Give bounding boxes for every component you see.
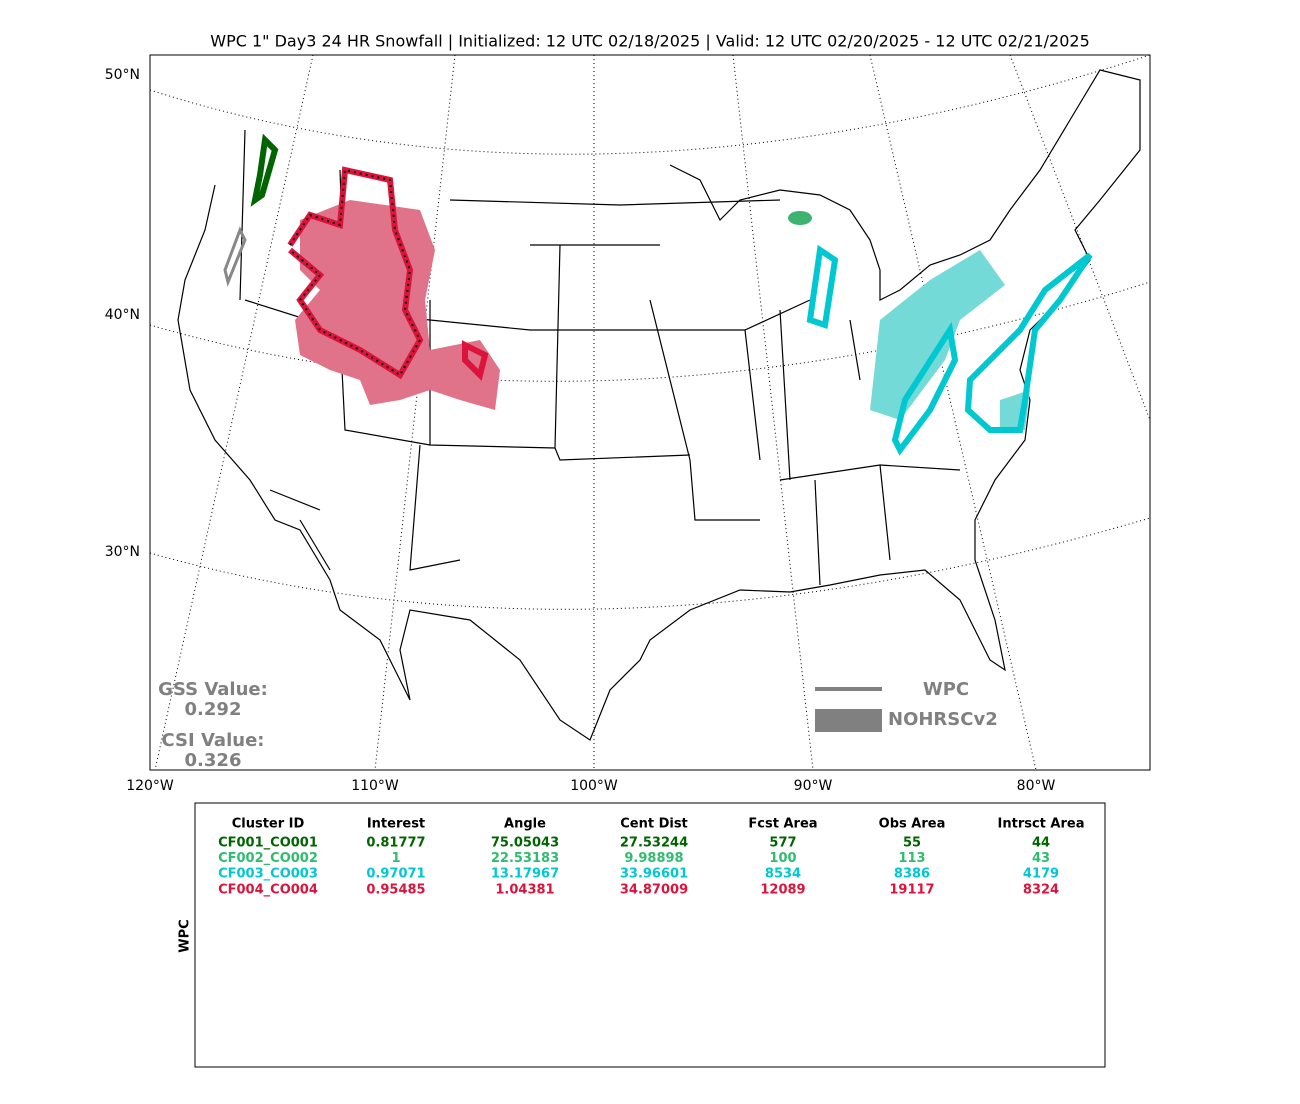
table-cell: 75.05043 bbox=[491, 836, 559, 851]
lon-label: 100°W bbox=[570, 778, 618, 794]
column-header: Angle bbox=[504, 817, 546, 832]
table-cell: CF004_CO004 bbox=[218, 882, 318, 897]
side-label: WPC bbox=[178, 919, 193, 952]
table-cell: 27.53244 bbox=[620, 836, 688, 851]
coastline bbox=[177, 69, 1141, 741]
csi-label: CSI Value: bbox=[162, 730, 265, 751]
table-cell: 113 bbox=[898, 851, 925, 866]
table-cell: 43 bbox=[1032, 851, 1050, 866]
column-header: Cent Dist bbox=[620, 817, 688, 832]
table-cell: 0.95485 bbox=[366, 882, 425, 897]
table-cell: 9.98898 bbox=[624, 851, 683, 866]
table-cell: 34.87009 bbox=[620, 882, 688, 897]
table-cell: 22.53183 bbox=[491, 851, 559, 866]
legend-swatch bbox=[815, 709, 882, 732]
table-cell: CF003_CO003 bbox=[218, 867, 318, 882]
column-header: Fcst Area bbox=[748, 817, 817, 832]
legend-label: NOHRSCv2 bbox=[888, 709, 998, 730]
table-cell: 0.81777 bbox=[366, 836, 425, 851]
gss-value: 0.292 bbox=[185, 699, 242, 720]
lon-label: 80°W bbox=[1017, 778, 1056, 794]
csi-value: 0.326 bbox=[185, 750, 242, 771]
table-cell: 13.17967 bbox=[491, 867, 559, 882]
table: Cluster ID Interest Angle Cent Dist Fcst Are… bbox=[218, 817, 1084, 898]
table-cell: 19117 bbox=[889, 882, 934, 897]
table-cell: 1.04381 bbox=[495, 882, 554, 897]
table-cell: 8386 bbox=[894, 867, 930, 882]
table-cell: 55 bbox=[903, 836, 921, 851]
table-cell: 44 bbox=[1032, 836, 1050, 851]
column-header: Interest bbox=[367, 817, 425, 832]
title: WPC 1" Day3 24 HR Snowfall | Initialized… bbox=[210, 32, 1090, 51]
lon-label: 110°W bbox=[351, 778, 399, 794]
legend-label: WPC bbox=[923, 679, 969, 700]
lat-label: 50°N bbox=[105, 67, 140, 83]
column-header: Cluster ID bbox=[232, 817, 305, 832]
lon-label: 90°W bbox=[794, 778, 833, 794]
lon-labels: 120°W 110°W 100°W 90°W 80°W bbox=[126, 778, 1055, 794]
obs-area bbox=[295, 200, 500, 410]
fcst-area bbox=[806, 244, 1093, 456]
column-header: Obs Area bbox=[879, 817, 946, 832]
lon-label: 120°W bbox=[126, 778, 174, 794]
graticule bbox=[150, 55, 1150, 770]
table-cell: 8534 bbox=[765, 867, 801, 882]
table-cell: 0.97071 bbox=[366, 867, 425, 882]
table-cell: 8324 bbox=[1023, 882, 1059, 897]
lat-label: 40°N bbox=[105, 307, 140, 323]
map bbox=[150, 55, 1150, 770]
fcst-area bbox=[250, 133, 279, 207]
lat-label: 30°N bbox=[105, 544, 140, 560]
table-frame bbox=[194, 802, 1106, 1068]
table-cell: CF002_CO002 bbox=[218, 851, 318, 866]
fcst-dots bbox=[289, 168, 422, 377]
table-cell: 1 bbox=[391, 851, 400, 866]
table-cell: CF001_CO001 bbox=[218, 836, 318, 851]
table-cell: 12089 bbox=[760, 882, 805, 897]
table-cell: 577 bbox=[769, 836, 796, 851]
obs-area bbox=[788, 211, 812, 225]
map-frame bbox=[149, 54, 1151, 771]
column-header: Intrsct Area bbox=[998, 817, 1085, 832]
lat-labels: 50°N 40°N 30°N bbox=[105, 67, 140, 560]
gss-label: GSS Value: bbox=[158, 679, 268, 700]
obs-area bbox=[223, 226, 247, 287]
table-cell: 33.96601 bbox=[620, 867, 688, 882]
table-cell: 100 bbox=[769, 851, 796, 866]
table-cell: 4179 bbox=[1023, 867, 1059, 882]
